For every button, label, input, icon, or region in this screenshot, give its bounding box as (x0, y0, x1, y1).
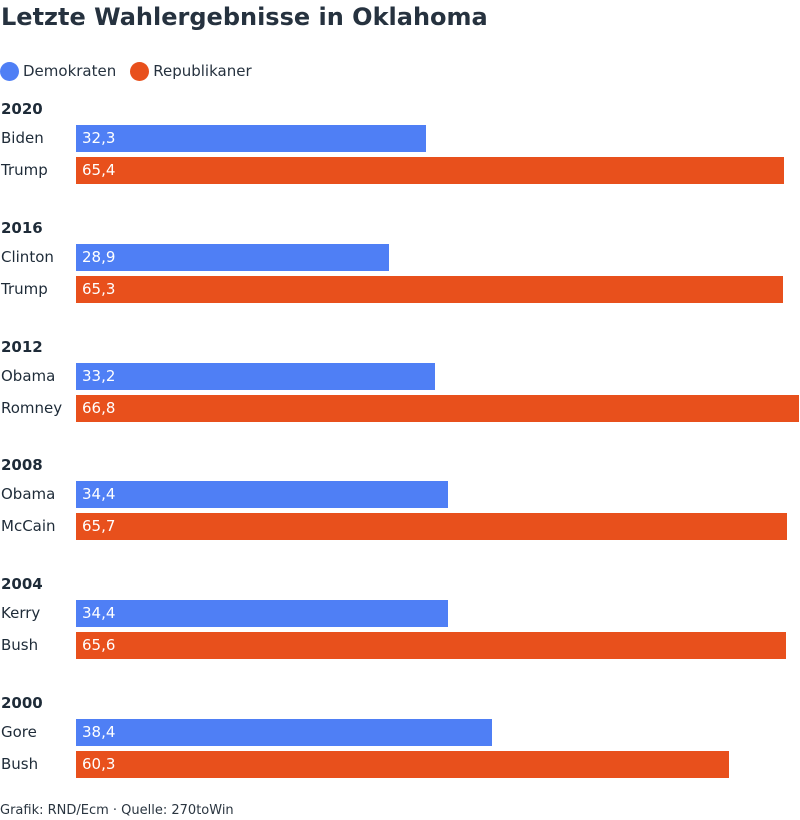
candidate-label: Trump (1, 161, 48, 179)
bar: 65,3 (76, 275, 783, 303)
legend-swatch-democrats (0, 61, 19, 81)
bar: 60,3 (76, 751, 729, 778)
year-label: 2020 (1, 100, 43, 118)
bar-value-label: 65,6 (82, 636, 116, 655)
year-label: 2008 (1, 456, 43, 475)
year-label: 2016 (1, 218, 43, 237)
bar: 34,4 (76, 600, 449, 628)
legend-item-democrats: Demokraten (0, 61, 117, 81)
candidate-label: Kerry (1, 604, 41, 623)
bar-value-label: 34,4 (82, 485, 116, 504)
bar-value-label: 32,3 (82, 129, 116, 147)
year-label: 2004 (1, 575, 43, 594)
candidate-label: Obama (1, 485, 56, 504)
bar: 65,6 (76, 632, 786, 660)
bar-value-label: 33,2 (82, 366, 116, 385)
year-label: 2012 (1, 337, 43, 356)
year-label: 2000 (1, 694, 43, 712)
bar: 66,8 (76, 394, 799, 422)
candidate-label: Bush (1, 755, 39, 773)
candidate-label: Biden (1, 129, 44, 147)
bar-value-label: 65,3 (82, 279, 116, 298)
chart-title: Letzte Wahlergebnisse in Oklahoma (1, 3, 488, 31)
candidate-label: Clinton (1, 247, 54, 266)
candidate-label: Trump (1, 279, 48, 298)
candidate-label: McCain (1, 517, 56, 536)
bar: 38,4 (76, 719, 492, 746)
bar: 32,3 (76, 125, 426, 152)
candidate-label: Romney (1, 398, 63, 417)
bar-value-label: 65,4 (82, 161, 116, 179)
bar: 65,4 (76, 157, 784, 184)
legend: Demokraten Republikaner (0, 60, 266, 82)
candidate-label: Obama (1, 366, 56, 385)
bar: 28,9 (76, 243, 389, 271)
candidate-label: Bush (1, 636, 39, 655)
bar: 33,2 (76, 362, 436, 390)
bar-value-label: 60,3 (82, 755, 116, 773)
legend-swatch-republicans (130, 61, 150, 81)
legend-label-republicans: Republikaner (153, 62, 252, 80)
legend-label-democrats: Demokraten (23, 62, 117, 80)
bar-value-label: 66,8 (82, 398, 116, 417)
bar-value-label: 38,4 (82, 723, 116, 741)
bar-value-label: 65,7 (82, 517, 116, 536)
bar: 65,7 (76, 513, 788, 541)
candidate-label: Gore (1, 723, 37, 741)
source-footer: Grafik: RND/Ecm · Quelle: 270toWin (0, 803, 234, 818)
bar: 34,4 (76, 481, 449, 509)
legend-item-republicans: Republikaner (130, 61, 252, 81)
bar-value-label: 28,9 (82, 247, 116, 266)
bar-value-label: 34,4 (82, 604, 116, 623)
